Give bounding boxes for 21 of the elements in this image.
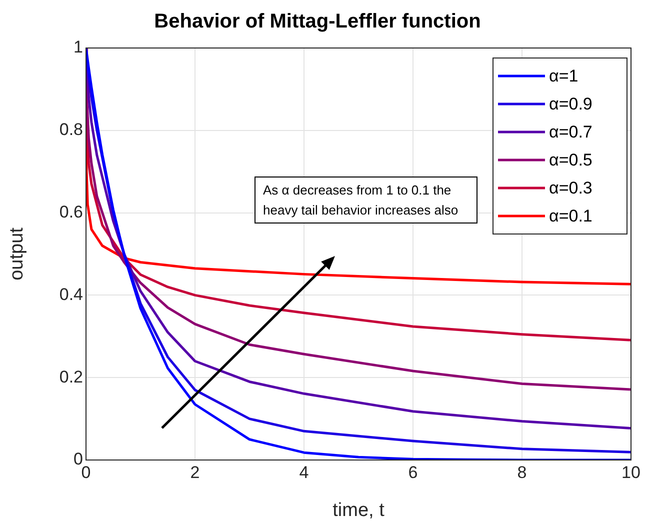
y-tick-label: 0.2 <box>59 367 83 386</box>
legend-label: α=0.1 <box>549 206 592 226</box>
legend-label: α=1 <box>549 66 578 86</box>
x-tick-label: 10 <box>622 462 640 482</box>
x-axis-title: time, t <box>332 500 386 521</box>
x-tick-label: 4 <box>299 462 309 482</box>
legend-label: α=0.3 <box>549 178 592 198</box>
y-axis-title: output <box>6 226 28 280</box>
legend-label: α=0.9 <box>549 94 592 114</box>
y-tick-label: 0 <box>74 450 83 469</box>
y-tick-label: 0.8 <box>59 120 83 140</box>
x-tick-label: 2 <box>190 462 200 482</box>
annotation: As α decreases from 1 to 0.1 the heavy tail behavior increases also <box>263 182 458 218</box>
legend-label: α=0.5 <box>549 150 592 170</box>
chart-title: Behavior of Mittag-Leffler function <box>154 10 481 33</box>
x-tick-label: 6 <box>408 462 418 482</box>
legend-label: α=0.7 <box>549 122 592 142</box>
y-tick-label: 1 <box>74 38 83 57</box>
y-tick-label: 0.4 <box>59 284 83 304</box>
y-tick-label: 0.6 <box>59 202 83 222</box>
x-tick-label: 8 <box>517 462 527 482</box>
